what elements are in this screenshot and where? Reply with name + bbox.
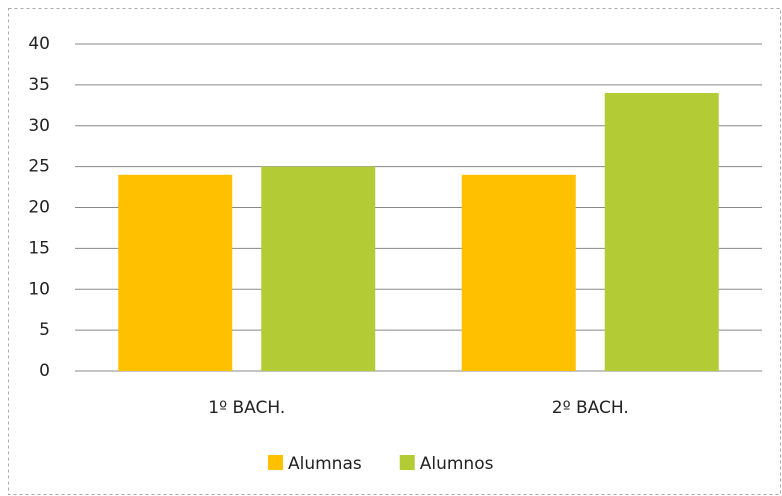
y-tick-label: 25 — [28, 157, 50, 177]
legend-label: Alumnas — [288, 454, 362, 474]
y-tick-label: 30 — [28, 116, 50, 136]
bar — [118, 174, 233, 371]
chart-border — [8, 8, 781, 495]
y-tick-label: 35 — [28, 75, 50, 95]
y-tick-label: 40 — [28, 34, 50, 54]
legend-swatch — [268, 455, 283, 470]
y-tick-label: 5 — [39, 320, 50, 340]
legend-swatch — [399, 455, 415, 470]
legend-label: Alumnos — [420, 454, 494, 474]
bar — [461, 174, 576, 371]
y-tick-label: 0 — [39, 361, 50, 381]
bar — [604, 93, 719, 372]
bar — [261, 166, 376, 371]
y-tick-label: 10 — [28, 279, 50, 299]
y-tick-label: 15 — [28, 238, 50, 258]
x-tick-label: 2º BACH. — [552, 398, 629, 418]
x-tick-label: 1º BACH. — [208, 398, 285, 418]
y-tick-label: 20 — [28, 198, 50, 218]
